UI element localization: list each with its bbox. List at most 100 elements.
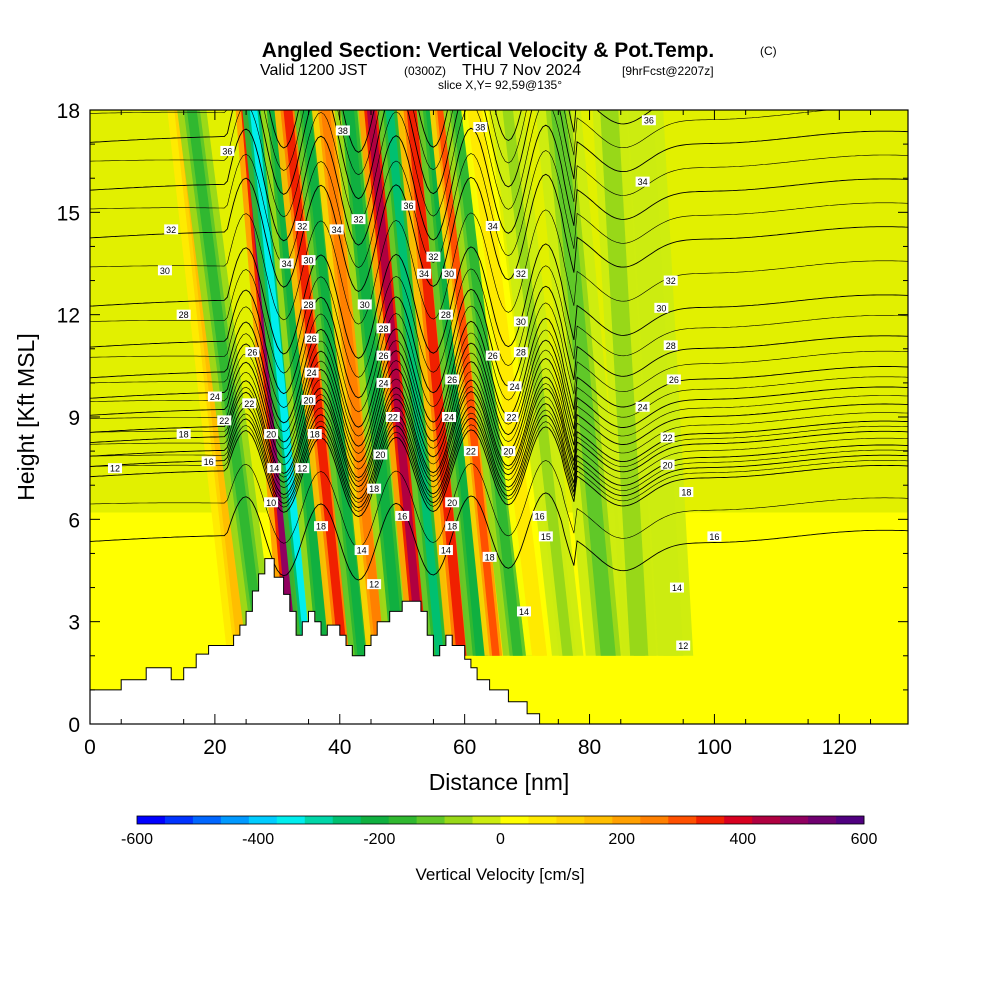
contour-label: 20 (373, 449, 388, 460)
svg-text:30: 30 (444, 269, 454, 279)
theta-contour (90, 173, 908, 293)
svg-text:22: 22 (466, 447, 476, 457)
colorbar-tick-label: 400 (729, 831, 756, 848)
theta-contour (90, 403, 908, 500)
svg-text:12: 12 (369, 580, 379, 590)
colorbar-swatch (584, 816, 613, 824)
theta-contour (90, 110, 908, 222)
contour-label: 26 (245, 347, 260, 358)
contour-label: 14 (354, 545, 369, 556)
contour-label: 24 (442, 412, 457, 423)
svg-text:18: 18 (447, 522, 457, 532)
colorbar-swatch (192, 816, 222, 824)
contour-label: 22 (504, 412, 519, 423)
contour-label: 22 (385, 412, 400, 423)
colorbar-tick-label: 600 (851, 831, 878, 848)
svg-text:20: 20 (375, 450, 385, 460)
svg-text:12: 12 (297, 464, 307, 474)
svg-text:28: 28 (441, 310, 451, 320)
svg-text:20: 20 (663, 460, 673, 470)
terrain-profile (90, 558, 541, 724)
colorbar-swatch (668, 816, 697, 824)
contour-label: 20 (264, 429, 279, 440)
svg-text:14: 14 (672, 583, 682, 593)
y-tick-label: 3 (68, 612, 80, 635)
colorbar-swatch (780, 816, 809, 824)
contour-label: 16 (532, 510, 547, 521)
svg-text:16: 16 (535, 511, 545, 521)
theta-contour (90, 396, 908, 493)
svg-text:28: 28 (304, 300, 314, 310)
theta-contour (90, 150, 908, 268)
contour-label: 38 (335, 125, 350, 136)
theta-contour (90, 409, 908, 503)
svg-text:22: 22 (244, 399, 254, 409)
theta-contour (90, 421, 908, 512)
contour-label: 22 (660, 432, 675, 443)
svg-text:22: 22 (388, 413, 398, 423)
svg-text:18: 18 (681, 488, 691, 498)
colorbar-swatch (276, 816, 306, 824)
contour-label: 28 (176, 309, 191, 320)
svg-text:26: 26 (247, 348, 257, 358)
contour-label: 28 (301, 299, 316, 310)
x-axis-label: Distance [nm] (429, 769, 570, 795)
colorbar-swatch (528, 816, 557, 824)
svg-text:18: 18 (485, 552, 495, 562)
x-tick-label: 80 (578, 736, 601, 759)
svg-text:14: 14 (441, 546, 451, 556)
y-tick-label: 6 (68, 509, 80, 532)
contour-label: 15 (538, 531, 553, 542)
contour-label: 36 (641, 115, 656, 126)
contour-label: 24 (507, 381, 522, 392)
svg-text:32: 32 (428, 252, 438, 262)
velocity-band (358, 110, 434, 656)
plot-area: 3632302826242222181612201410343230282624… (57, 100, 909, 759)
contour-label: 26 (445, 374, 460, 385)
svg-text:18: 18 (310, 430, 320, 440)
contour-label: 28 (663, 340, 678, 351)
velocity-band (618, 110, 694, 656)
svg-text:18: 18 (179, 430, 189, 440)
colorbar-swatch (304, 816, 334, 824)
svg-text:30: 30 (160, 266, 170, 276)
contour-label: 32 (164, 224, 179, 235)
svg-text:26: 26 (488, 351, 498, 361)
colorbar-swatch (416, 816, 445, 824)
theta-contour (90, 285, 908, 399)
contour-label: 32 (513, 268, 528, 279)
y-tick-label: 12 (57, 305, 80, 328)
svg-text:32: 32 (297, 221, 307, 231)
colorbar-swatch (444, 816, 473, 824)
contour-label: 30 (442, 268, 457, 279)
contour-label: 14 (438, 545, 453, 556)
velocity-field (90, 110, 908, 724)
svg-text:16: 16 (397, 511, 407, 521)
velocity-band (461, 110, 554, 656)
chart-title: Angled Section: Vertical Velocity & Pot.… (262, 39, 714, 62)
contour-label: 32 (295, 220, 310, 231)
contour-label: 18 (307, 429, 322, 440)
contour-label: 32 (351, 214, 366, 225)
terrain-mask (90, 558, 541, 724)
svg-text:32: 32 (166, 225, 176, 235)
contour-label: 14 (516, 606, 531, 617)
colorbar-swatch (724, 816, 753, 824)
contour-label: 36 (401, 200, 416, 211)
colorbar: -600 -400 -200 0 200 400 600 (121, 815, 878, 848)
colorbar-swatch (360, 816, 390, 824)
colorbar-tick-label: -200 (363, 831, 395, 848)
contour-label: 20 (501, 446, 516, 457)
svg-text:24: 24 (444, 413, 454, 423)
colorbar-swatch (752, 816, 781, 824)
contour-label: 16 (395, 510, 410, 521)
contour-label: 20 (301, 394, 316, 405)
contour-label: 12 (676, 640, 691, 651)
svg-text:18: 18 (369, 484, 379, 494)
svg-text:34: 34 (282, 259, 292, 269)
colorbar-swatch (220, 816, 250, 824)
chart-subtitle-utc: (0300Z) (404, 64, 446, 78)
theta-contour (90, 460, 908, 548)
svg-text:22: 22 (506, 413, 516, 423)
chart-subtitle-forecast: [9hrFcst@2207z] (622, 64, 714, 78)
